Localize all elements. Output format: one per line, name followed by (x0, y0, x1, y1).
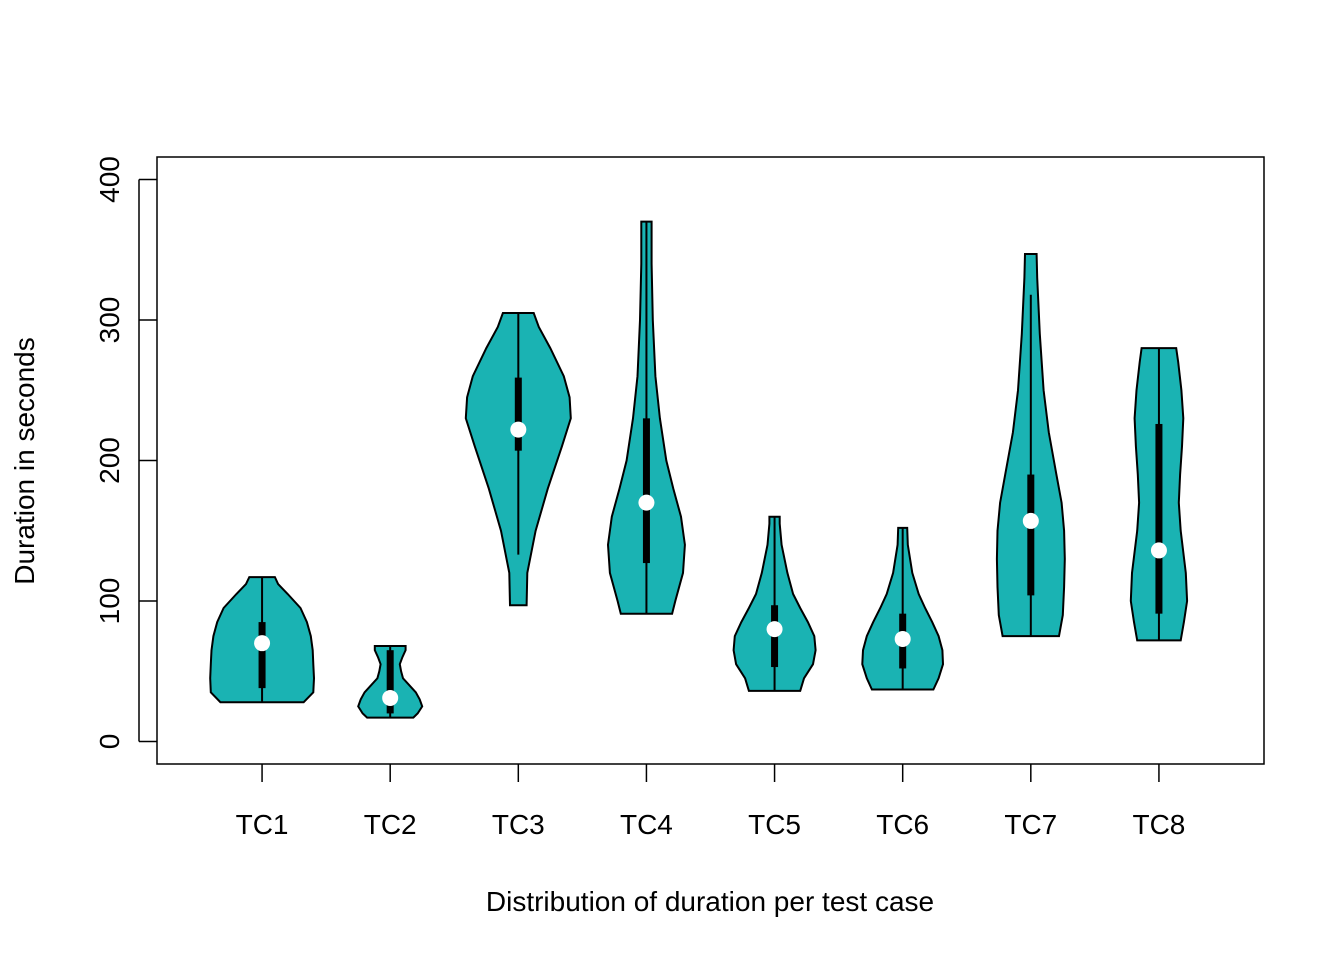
x-axis: TC1 TC2 TC3 TC4 TC5 TC6 TC7 TC8 (236, 764, 1185, 840)
median-point (766, 621, 783, 638)
violin-tc2 (357, 645, 424, 719)
median-point (1150, 542, 1167, 559)
y-tick-label: 0 (94, 734, 125, 750)
y-axis: 0 100 200 300 400 (94, 156, 157, 749)
violin-tc3 (464, 312, 572, 607)
iqr-box (1027, 474, 1035, 596)
x-tick-label: TC8 (1132, 809, 1185, 840)
iqr-box (514, 377, 522, 451)
violin-tc6 (861, 526, 945, 691)
x-tick-label: TC2 (364, 809, 417, 840)
y-tick-label: 100 (94, 578, 125, 625)
x-axis-title: Distribution of duration per test case (486, 886, 934, 917)
y-tick-label: 200 (94, 437, 125, 484)
y-tick-label: 300 (94, 297, 125, 344)
violin-tc7 (995, 253, 1066, 638)
y-tick-label: 400 (94, 156, 125, 203)
x-tick-label: TC7 (1004, 809, 1057, 840)
x-tick-label: TC3 (492, 809, 545, 840)
violin-tc5 (732, 515, 817, 692)
violin-tc4 (606, 220, 686, 615)
median-point (894, 630, 911, 647)
x-tick-label: TC5 (748, 809, 801, 840)
median-point (254, 635, 271, 652)
median-point (638, 494, 655, 511)
violin-tc1 (209, 576, 316, 704)
violin-tc8 (1129, 347, 1189, 642)
median-point (382, 689, 399, 706)
median-point (510, 421, 527, 438)
x-tick-label: TC4 (620, 809, 673, 840)
iqr-box (642, 418, 650, 564)
x-tick-label: TC6 (876, 809, 929, 840)
iqr-box (1155, 423, 1163, 614)
median-point (1022, 512, 1039, 529)
violin-layer (209, 220, 1189, 719)
plot-frame (156, 156, 1265, 765)
iqr-box (386, 650, 394, 714)
y-axis-title: Duration in seconds (9, 337, 40, 584)
iqr-box (258, 622, 266, 689)
x-tick-label: TC1 (236, 809, 289, 840)
